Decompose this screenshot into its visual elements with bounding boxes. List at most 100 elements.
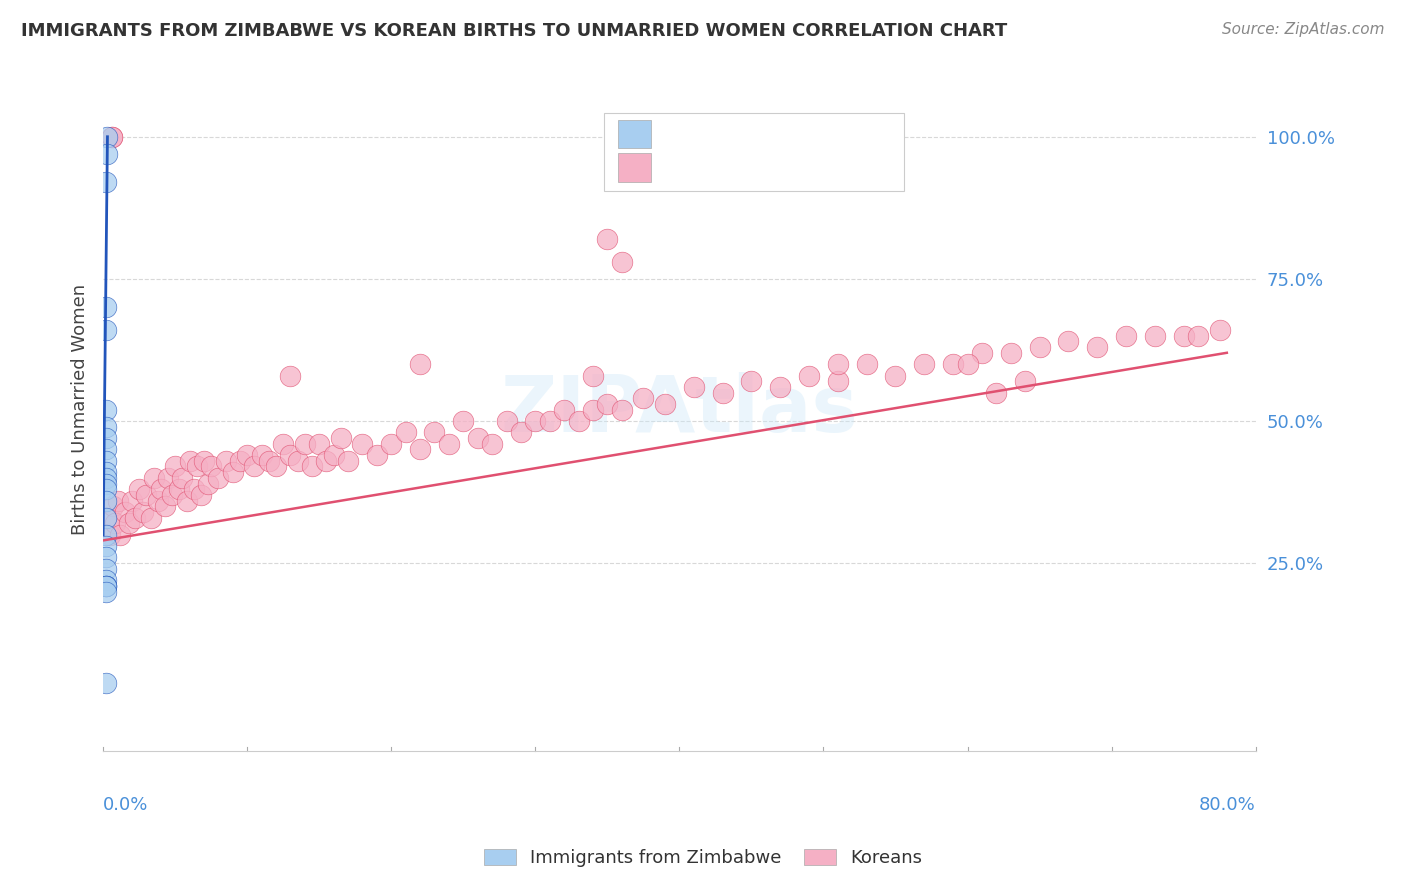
Point: [94, 579, 117, 593]
Point: [94, 562, 117, 576]
Point: [797, 368, 820, 383]
Point: [94, 539, 117, 553]
Point: [135, 488, 157, 502]
Point: [149, 482, 172, 496]
Point: [453, 414, 475, 428]
Point: [236, 448, 259, 462]
Point: [322, 448, 344, 462]
Point: [352, 436, 374, 450]
Point: [610, 402, 633, 417]
Point: [395, 425, 418, 440]
Point: [582, 368, 605, 383]
Point: [183, 482, 205, 496]
Text: Source: ZipAtlas.com: Source: ZipAtlas.com: [1222, 22, 1385, 37]
Point: [855, 357, 877, 371]
Point: [596, 232, 619, 246]
Point: [139, 510, 162, 524]
Point: [827, 357, 849, 371]
Point: [582, 402, 605, 417]
Text: 0.0%: 0.0%: [103, 797, 149, 814]
Point: [100, 129, 122, 144]
Point: [271, 436, 294, 450]
Point: [197, 476, 219, 491]
Point: [200, 459, 222, 474]
Point: [128, 482, 150, 496]
Point: [94, 402, 117, 417]
Point: [509, 425, 531, 440]
Point: [156, 471, 179, 485]
Point: [827, 374, 849, 388]
Point: [567, 414, 589, 428]
Point: [132, 505, 155, 519]
Point: [94, 493, 117, 508]
Point: [315, 454, 337, 468]
Point: [250, 448, 273, 462]
Point: [986, 385, 1008, 400]
Point: [96, 146, 118, 161]
FancyBboxPatch shape: [619, 153, 651, 182]
Point: [94, 465, 117, 479]
Point: [1173, 328, 1195, 343]
Point: [110, 527, 132, 541]
Point: [633, 391, 655, 405]
Point: [409, 357, 432, 371]
Point: [94, 431, 117, 445]
Point: [94, 579, 117, 593]
Point: [94, 442, 117, 457]
Point: [94, 482, 117, 496]
Point: [100, 129, 122, 144]
Point: [380, 436, 402, 450]
Point: [153, 500, 176, 514]
Legend: Immigrants from Zimbabwe, Koreans: Immigrants from Zimbabwe, Koreans: [477, 841, 929, 874]
Point: [366, 448, 388, 462]
Point: [103, 500, 125, 514]
Point: [114, 505, 136, 519]
Point: [596, 397, 619, 411]
Point: [711, 385, 734, 400]
Point: [280, 368, 302, 383]
Point: [495, 414, 517, 428]
Point: [654, 397, 676, 411]
Text: ZIPAtlas: ZIPAtlas: [501, 372, 858, 448]
Point: [165, 459, 187, 474]
Point: [243, 459, 266, 474]
Text: R = 0.603   N =  26: R = 0.603 N = 26: [666, 125, 873, 143]
Point: [118, 516, 141, 531]
Point: [94, 527, 117, 541]
Point: [970, 346, 993, 360]
Point: [329, 431, 352, 445]
Point: [467, 431, 489, 445]
Point: [207, 471, 229, 485]
Text: IMMIGRANTS FROM ZIMBABWE VS KOREAN BIRTHS TO UNMARRIED WOMEN CORRELATION CHART: IMMIGRANTS FROM ZIMBABWE VS KOREAN BIRTH…: [21, 22, 1007, 40]
Point: [98, 527, 121, 541]
Point: [1057, 334, 1080, 349]
Point: [172, 471, 194, 485]
Point: [179, 454, 201, 468]
Point: [553, 402, 575, 417]
Point: [222, 465, 245, 479]
Point: [956, 357, 979, 371]
Text: R = 0.365   N = 101: R = 0.365 N = 101: [666, 159, 873, 177]
Point: [524, 414, 547, 428]
Point: [337, 454, 360, 468]
Point: [94, 675, 117, 690]
Point: [169, 482, 191, 496]
Point: [94, 419, 117, 434]
Point: [94, 573, 117, 587]
Point: [481, 436, 503, 450]
Point: [193, 454, 215, 468]
Point: [94, 323, 117, 337]
Point: [437, 436, 460, 450]
Y-axis label: Births to Unmarried Women: Births to Unmarried Women: [72, 284, 89, 535]
FancyBboxPatch shape: [605, 113, 904, 191]
Point: [1085, 340, 1108, 354]
Point: [176, 493, 198, 508]
Point: [146, 493, 169, 508]
Point: [121, 493, 143, 508]
Point: [257, 454, 280, 468]
Point: [94, 301, 117, 315]
Point: [538, 414, 561, 428]
Point: [264, 459, 287, 474]
Point: [186, 459, 208, 474]
Point: [94, 584, 117, 599]
